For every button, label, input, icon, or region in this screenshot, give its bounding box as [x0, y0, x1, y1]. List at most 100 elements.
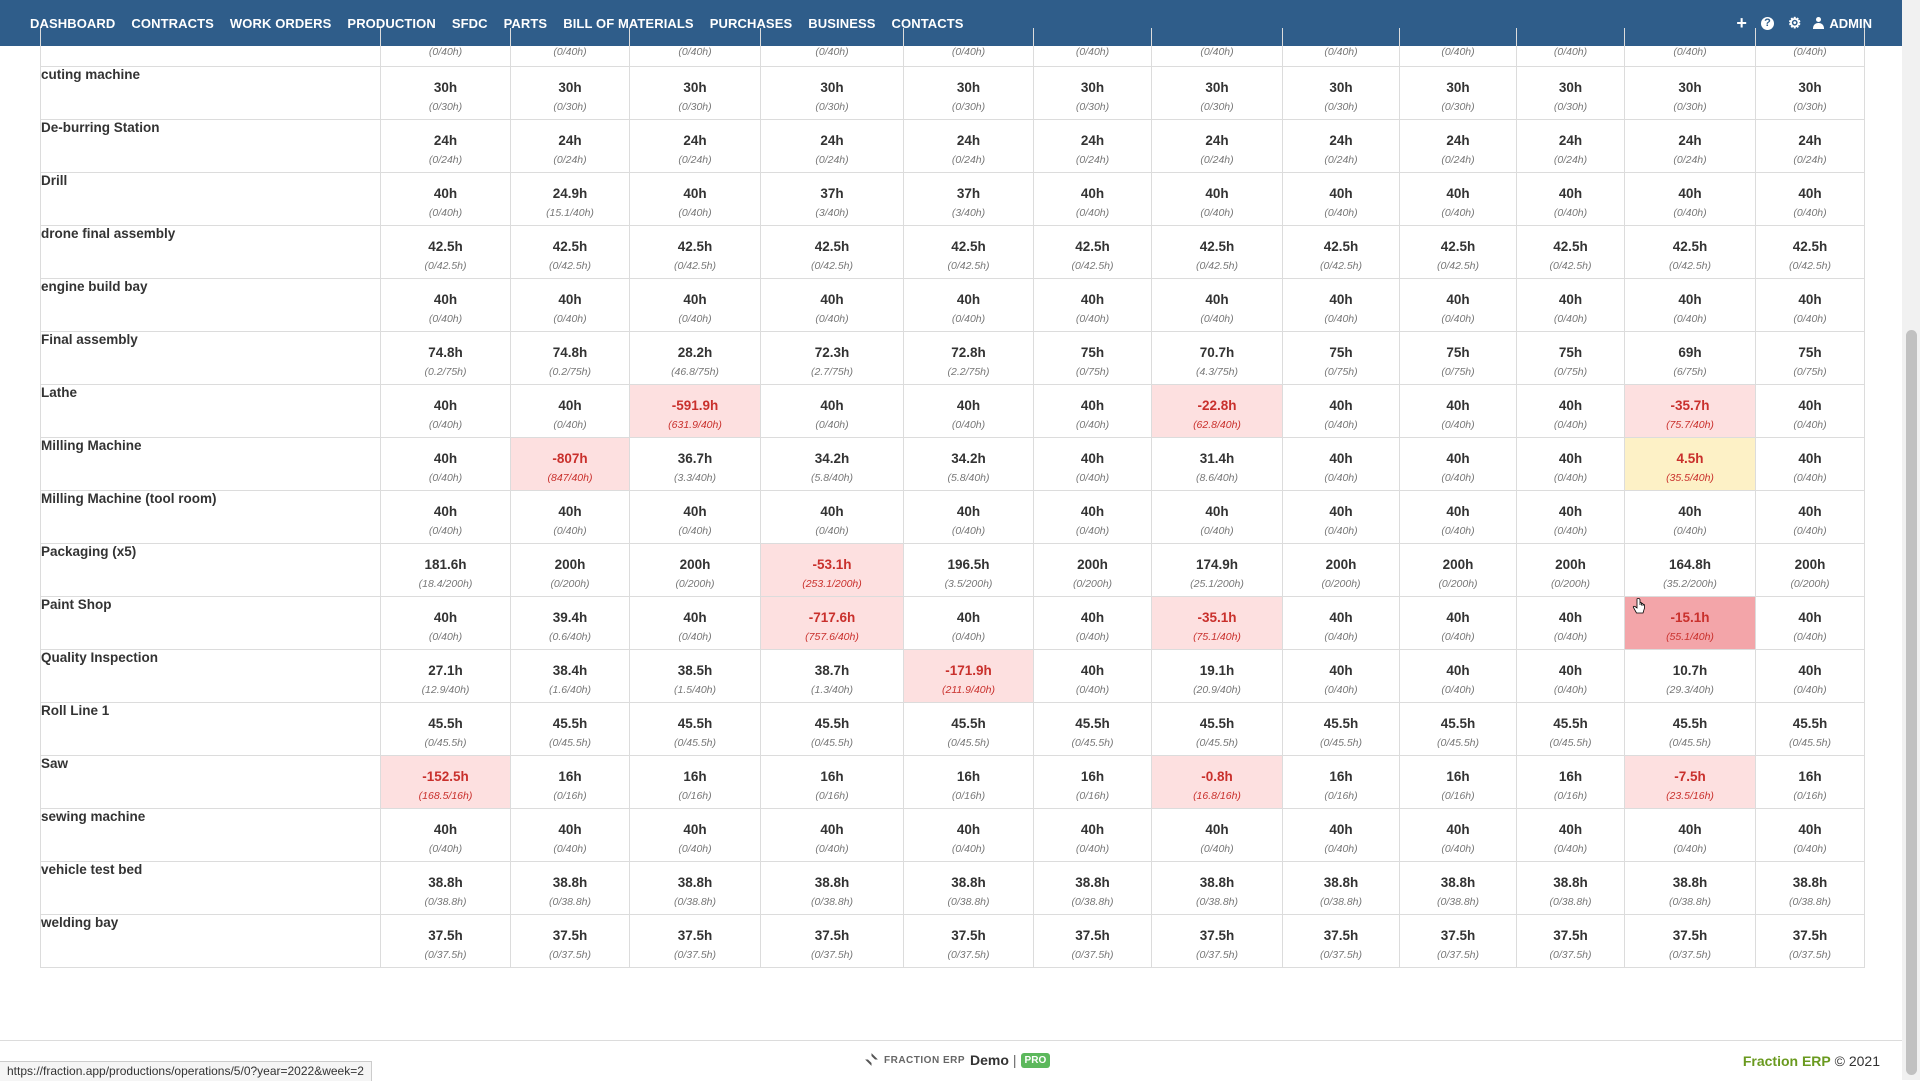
capacity-cell[interactable]: 45.5h (0/45.5h) [903, 702, 1034, 756]
capacity-cell[interactable]: 40h (0/40h) [510, 278, 630, 332]
nav-business[interactable]: BUSINESS [808, 15, 876, 31]
capacity-cell[interactable]: 69h (6/75h) [1624, 331, 1756, 385]
capacity-cell[interactable]: -807h (847/40h) [510, 437, 630, 491]
capacity-cell[interactable]: 30h (0/30h) [1282, 66, 1400, 120]
capacity-cell[interactable]: 38.4h (1.6/40h) [510, 649, 630, 703]
capacity-cell[interactable]: 38.8h (0/38.8h) [380, 861, 511, 915]
help-icon[interactable]: ? [1760, 16, 1774, 30]
capacity-cell[interactable]: (0/40h) [1399, 28, 1517, 67]
capacity-cell[interactable]: 40h (0/40h) [1033, 649, 1152, 703]
capacity-cell[interactable]: 30h (0/30h) [380, 66, 511, 120]
capacity-cell[interactable]: 42.5h (0/42.5h) [1151, 225, 1283, 279]
capacity-cell[interactable]: (0/40h) [629, 28, 761, 67]
capacity-cell[interactable]: (0/40h) [903, 28, 1034, 67]
capacity-cell[interactable]: 40h (0/40h) [1399, 172, 1517, 226]
capacity-cell[interactable]: 30h (0/30h) [1516, 66, 1625, 120]
capacity-cell[interactable]: 30h (0/30h) [1399, 66, 1517, 120]
capacity-cell[interactable]: (0/40h) [1755, 28, 1865, 67]
capacity-cell[interactable]: (0/40h) [510, 28, 630, 67]
footer-brand-link[interactable]: Fraction ERP [1742, 1053, 1831, 1069]
capacity-cell[interactable]: 37.5h (0/37.5h) [380, 914, 511, 968]
capacity-cell[interactable]: 42.5h (0/42.5h) [629, 225, 761, 279]
capacity-cell[interactable]: 45.5h (0/45.5h) [1399, 702, 1517, 756]
capacity-cell[interactable]: 10.7h (29.3/40h) [1624, 649, 1756, 703]
capacity-cell[interactable]: 40h (0/40h) [1755, 490, 1865, 544]
capacity-cell[interactable]: (0/40h) [1516, 28, 1625, 67]
capacity-cell[interactable]: 16h (0/16h) [629, 755, 761, 809]
capacity-cell[interactable]: 24h (0/24h) [1399, 119, 1517, 173]
capacity-cell[interactable]: 37.5h (0/37.5h) [1282, 914, 1400, 968]
capacity-cell[interactable]: 36.7h (3.3/40h) [629, 437, 761, 491]
capacity-cell[interactable]: 200h (0/200h) [1516, 543, 1625, 597]
nav-bill-of-materials[interactable]: BILL OF MATERIALS [563, 15, 694, 31]
capacity-cell[interactable]: 40h (0/40h) [1399, 490, 1517, 544]
capacity-cell[interactable]: 45.5h (0/45.5h) [1033, 702, 1152, 756]
capacity-cell[interactable]: 40h (0/40h) [1282, 384, 1400, 438]
capacity-cell[interactable]: 45.5h (0/45.5h) [1624, 702, 1756, 756]
capacity-cell[interactable]: 40h (0/40h) [629, 596, 761, 650]
capacity-cell[interactable]: 42.5h (0/42.5h) [1282, 225, 1400, 279]
capacity-cell[interactable]: 42.5h (0/42.5h) [1624, 225, 1756, 279]
capacity-cell[interactable]: 24h (0/24h) [629, 119, 761, 173]
capacity-cell[interactable]: 40h (0/40h) [1516, 596, 1625, 650]
capacity-cell[interactable]: 40h (0/40h) [1282, 649, 1400, 703]
capacity-cell[interactable]: 34.2h (5.8/40h) [903, 437, 1034, 491]
capacity-cell[interactable]: 40h (0/40h) [1516, 490, 1625, 544]
capacity-cell[interactable]: 37.5h (0/37.5h) [903, 914, 1034, 968]
capacity-cell[interactable]: 24h (0/24h) [760, 119, 904, 173]
capacity-cell[interactable]: -152.5h (168.5/16h) [380, 755, 511, 809]
page-scrollbar[interactable] [1902, 0, 1920, 1080]
capacity-cell[interactable]: 40h (0/40h) [1755, 596, 1865, 650]
capacity-cell[interactable]: 16h (0/16h) [1282, 755, 1400, 809]
capacity-cell[interactable]: 40h (0/40h) [1033, 437, 1152, 491]
capacity-cell[interactable]: 40h (0/40h) [380, 278, 511, 332]
capacity-cell[interactable]: 24h (0/24h) [1033, 119, 1152, 173]
capacity-cell[interactable]: 24h (0/24h) [510, 119, 630, 173]
capacity-cell[interactable]: 37.5h (0/37.5h) [510, 914, 630, 968]
capacity-cell[interactable]: 31.4h (8.6/40h) [1151, 437, 1283, 491]
capacity-cell[interactable]: 40h (0/40h) [1399, 384, 1517, 438]
capacity-cell[interactable]: 40h (0/40h) [1624, 278, 1756, 332]
nav-contracts[interactable]: CONTRACTS [131, 15, 214, 31]
nav-production[interactable]: PRODUCTION [347, 15, 436, 31]
capacity-cell[interactable]: 38.8h (0/38.8h) [903, 861, 1034, 915]
capacity-cell[interactable]: 38.8h (0/38.8h) [1033, 861, 1152, 915]
capacity-cell[interactable]: -171.9h (211.9/40h) [903, 649, 1034, 703]
capacity-cell[interactable]: 38.8h (0/38.8h) [1755, 861, 1865, 915]
capacity-cell[interactable]: 40h (0/40h) [1624, 808, 1756, 862]
capacity-cell[interactable]: 16h (0/16h) [1755, 755, 1865, 809]
capacity-cell[interactable]: 40h (0/40h) [380, 596, 511, 650]
capacity-cell[interactable]: 42.5h (0/42.5h) [903, 225, 1034, 279]
capacity-cell[interactable]: 16h (0/16h) [760, 755, 904, 809]
capacity-cell[interactable]: 30h (0/30h) [1033, 66, 1152, 120]
capacity-cell[interactable]: 16h (0/16h) [1516, 755, 1625, 809]
capacity-cell[interactable]: 37.5h (0/37.5h) [629, 914, 761, 968]
capacity-cell[interactable]: -35.1h (75.1/40h) [1151, 596, 1283, 650]
capacity-cell[interactable]: 40h (0/40h) [1282, 172, 1400, 226]
capacity-cell[interactable]: (0/40h) [1282, 28, 1400, 67]
capacity-cell[interactable]: 38.8h (0/38.8h) [760, 861, 904, 915]
capacity-cell[interactable]: 40h (0/40h) [1399, 437, 1517, 491]
capacity-cell[interactable]: 30h (0/30h) [760, 66, 904, 120]
capacity-cell[interactable]: 40h (0/40h) [903, 278, 1034, 332]
capacity-cell[interactable]: 45.5h (0/45.5h) [1282, 702, 1400, 756]
nav-parts[interactable]: PARTS [503, 15, 548, 31]
capacity-cell[interactable]: 16h (0/16h) [510, 755, 630, 809]
capacity-cell[interactable]: 37.5h (0/37.5h) [1624, 914, 1756, 968]
capacity-cell[interactable]: 30h (0/30h) [1624, 66, 1756, 120]
capacity-cell[interactable]: 37.5h (0/37.5h) [1151, 914, 1283, 968]
capacity-cell[interactable]: 75h (0/75h) [1755, 331, 1865, 385]
capacity-cell[interactable]: 40h (0/40h) [1282, 596, 1400, 650]
capacity-cell[interactable]: 24h (0/24h) [380, 119, 511, 173]
capacity-cell[interactable]: 42.5h (0/42.5h) [510, 225, 630, 279]
capacity-cell[interactable]: 70.7h (4.3/75h) [1151, 331, 1283, 385]
capacity-cell[interactable]: 200h (0/200h) [1755, 543, 1865, 597]
capacity-cell[interactable]: 74.8h (0.2/75h) [510, 331, 630, 385]
capacity-cell[interactable]: 40h (0/40h) [1033, 172, 1152, 226]
capacity-cell[interactable]: -53.1h (253.1/200h) [760, 543, 904, 597]
capacity-cell[interactable]: 40h (0/40h) [1151, 808, 1283, 862]
capacity-cell[interactable]: 39.4h (0.6/40h) [510, 596, 630, 650]
capacity-cell[interactable]: 45.5h (0/45.5h) [629, 702, 761, 756]
capacity-cell[interactable]: -0.8h (16.8/16h) [1151, 755, 1283, 809]
admin-menu[interactable]: ADMIN [1813, 16, 1872, 31]
